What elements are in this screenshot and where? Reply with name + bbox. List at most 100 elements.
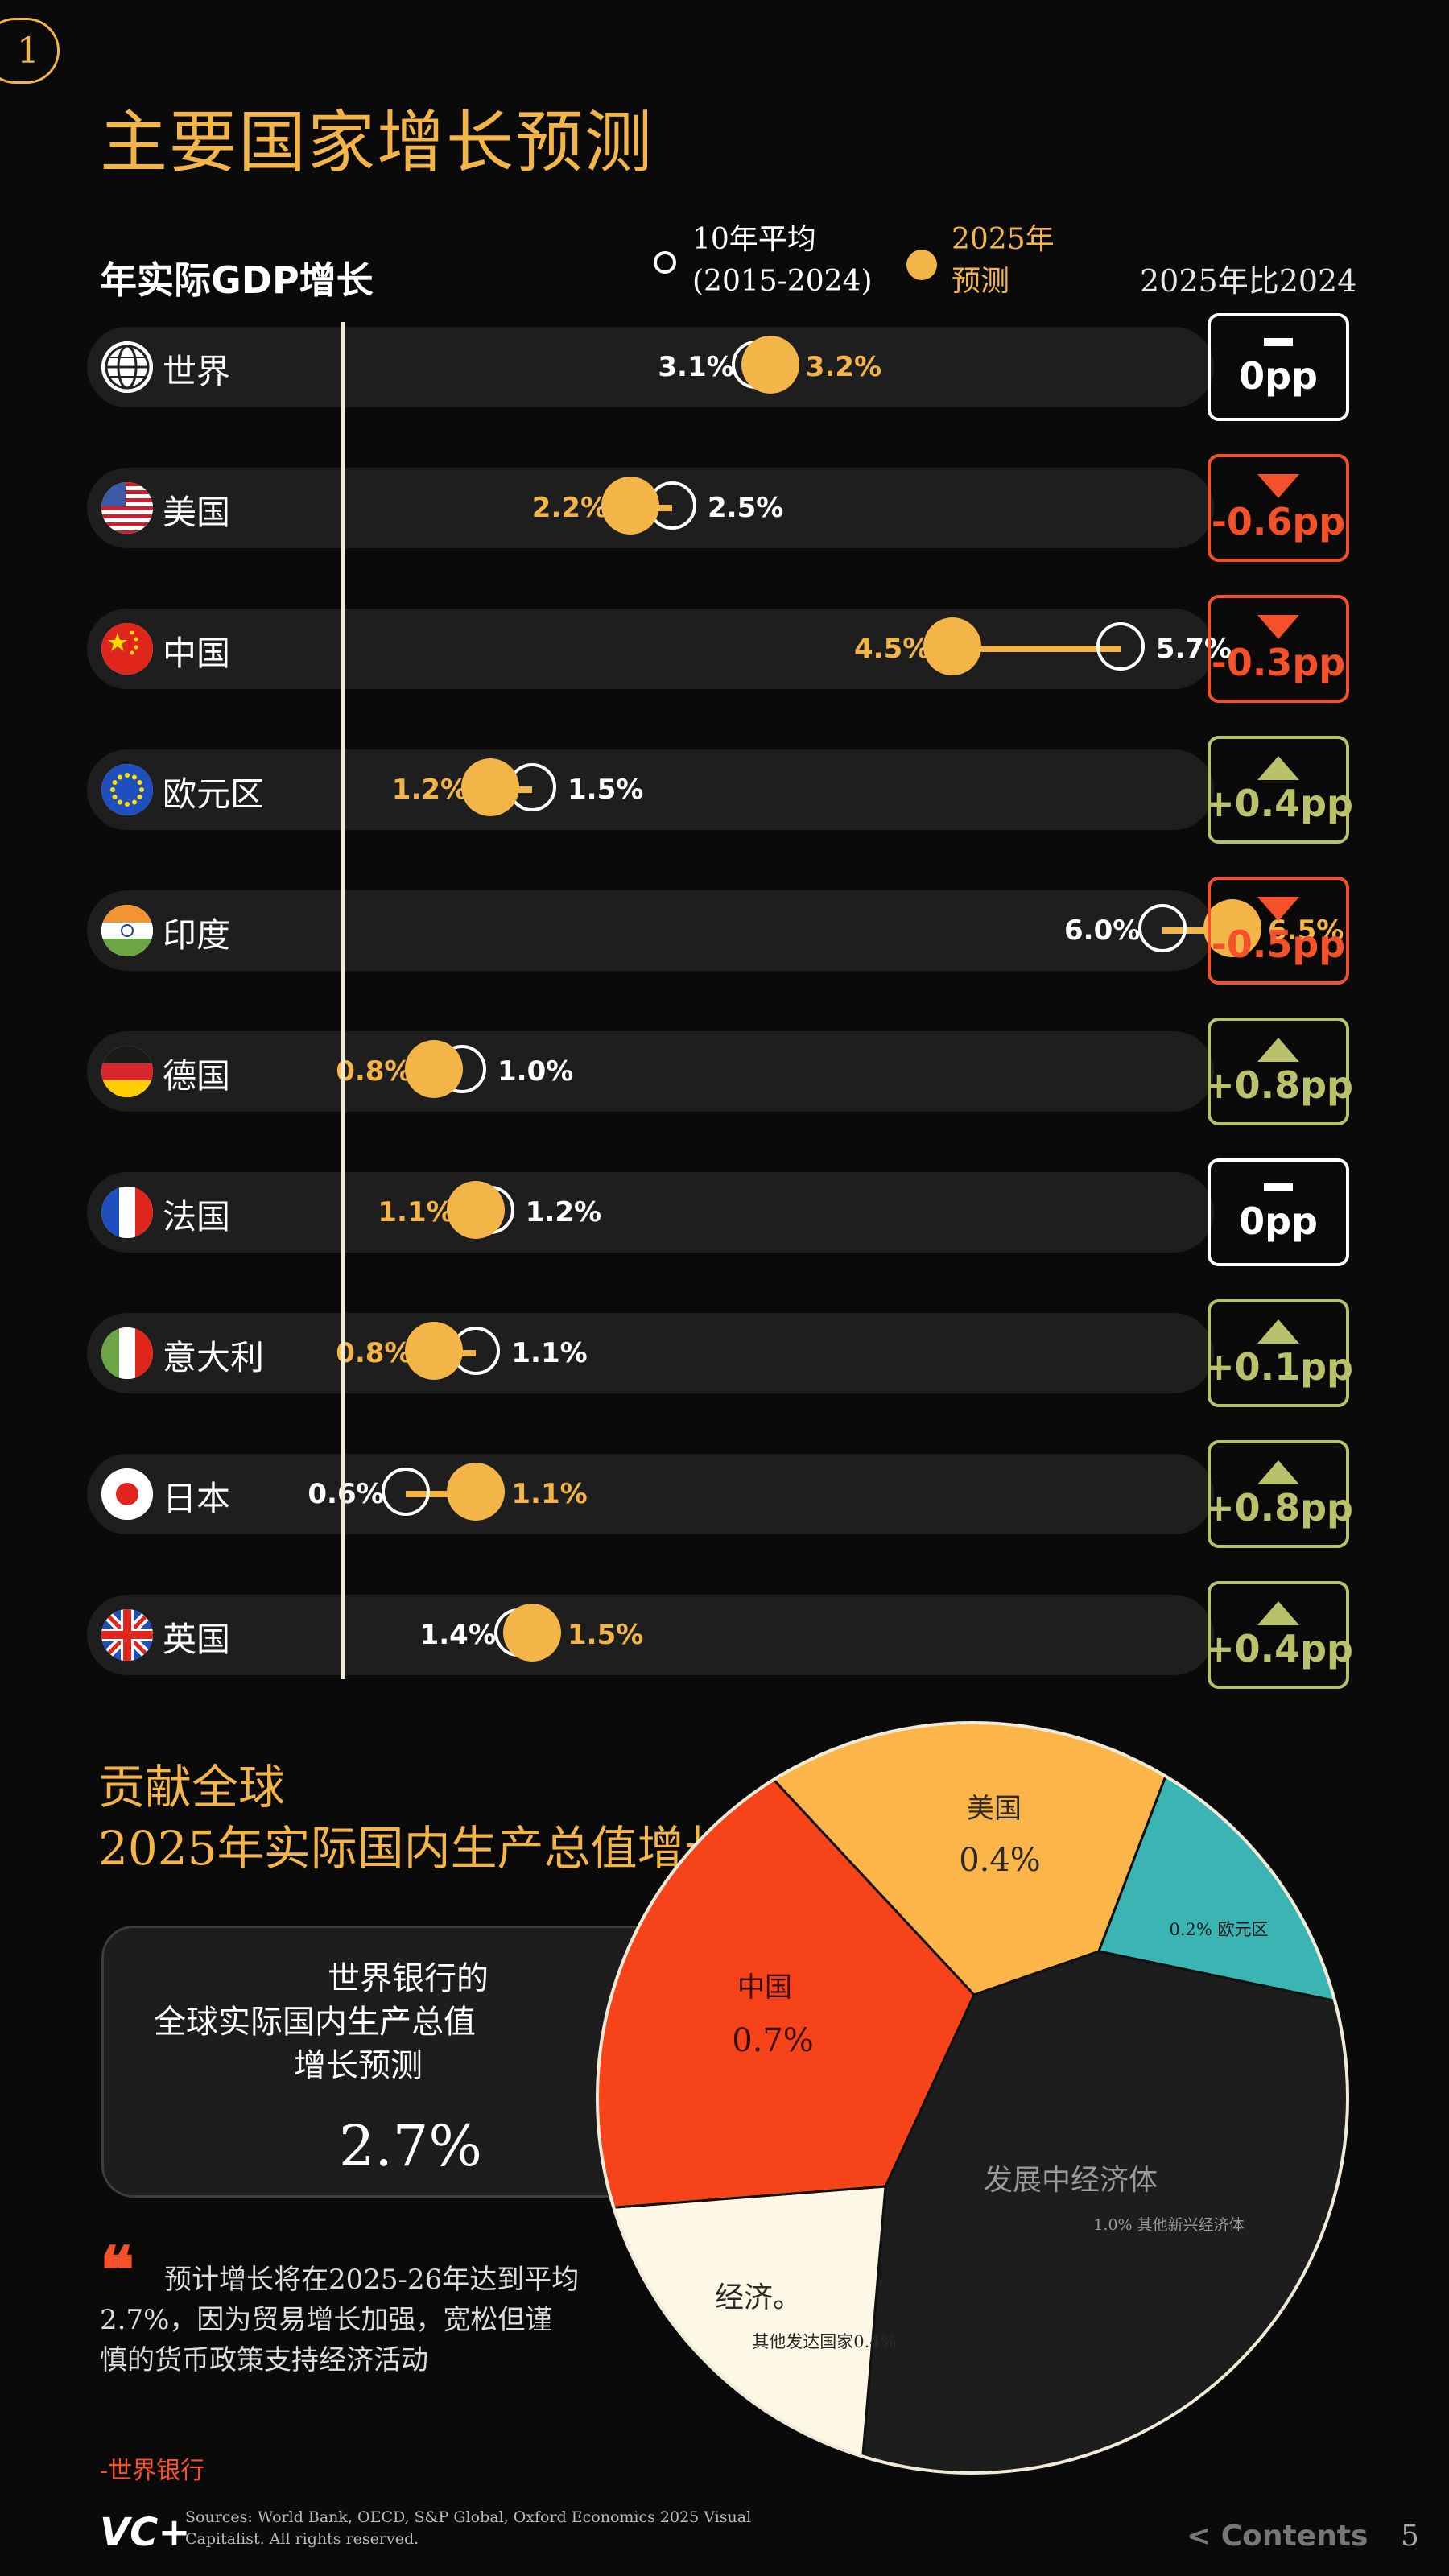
pie-value-eurozone: 0.2% 欧元区 (1169, 1920, 1268, 1939)
legend-forecast-marker (906, 250, 937, 280)
country-name: 意大利 (163, 1338, 265, 1377)
quote-icon: ❝ (100, 2232, 135, 2308)
change-badge: +0.1pp (1203, 1299, 1353, 1407)
dumbbell-connector (952, 646, 1121, 652)
wb-card-line2: 全球实际国内生产总值 (154, 2004, 476, 2041)
down-arrow-icon (1257, 615, 1299, 639)
legend-average-marker (654, 251, 676, 274)
wb-card-line3: 增长预测 (294, 2047, 423, 2084)
average-value-label: 1.0% (497, 1055, 574, 1088)
forecast-marker (741, 336, 799, 394)
change-badge: +0.4pp (1203, 1581, 1353, 1689)
country-row: 德国 0.8% 1.0% (87, 1031, 1214, 1112)
forecast-value-label: 1.1% (378, 1196, 454, 1228)
country-row: 日本 0.6% 1.1% (87, 1454, 1214, 1534)
footer-sources-line2: Capitalist. All rights reserved. (185, 2530, 419, 2548)
forecast-marker (405, 1040, 464, 1098)
us-flag-icon (101, 482, 153, 534)
forecast-marker (923, 617, 981, 675)
row-track (87, 1313, 1214, 1393)
legend-average-line1: 10年平均 (692, 223, 816, 256)
country-row: 意大利 0.8% 1.1% (87, 1313, 1214, 1393)
quote-line2: 2.7%，因为贸易增长加强，宽松但谨 (100, 2304, 553, 2336)
up-arrow-icon (1257, 1460, 1299, 1484)
china-flag-icon (101, 623, 153, 675)
pie-value-usa: 0.4% (959, 1842, 1041, 1879)
forecast-marker (1203, 899, 1261, 957)
change-badge: 0pp (1208, 1158, 1349, 1266)
average-value-label: 1.4% (419, 1619, 496, 1651)
down-arrow-icon (1257, 897, 1299, 921)
country-name: 日本 (163, 1479, 231, 1518)
row-track (87, 1031, 1214, 1112)
forecast-value-label: 0.8% (336, 1055, 412, 1088)
forecast-value-label: 1.5% (568, 1619, 644, 1651)
country-name: 印度 (163, 915, 231, 955)
footer-sources: Sources: World Bank, OECD, S&P Global, O… (185, 2507, 751, 2550)
up-arrow-icon (1257, 1601, 1299, 1625)
country-name: 世界 (163, 352, 231, 391)
forecast-value-label: 1.2% (391, 774, 469, 806)
quote-line1: 预计增长将在2025-26年达到平均 (164, 2264, 580, 2296)
country-row: 中国 4.5% 5.7% (87, 609, 1232, 689)
forecast-value-label: 2.2% (531, 492, 609, 524)
dumbbell-connector (406, 1491, 477, 1497)
average-value-label: 3.1% (658, 351, 734, 383)
average-value-label: 1.2% (525, 1196, 602, 1228)
change-badge: -0.6pp (1208, 454, 1349, 562)
footer-sources-line1: Sources: World Bank, OECD, S&P Global, O… (185, 2508, 752, 2526)
change-value: -0.5pp (1211, 923, 1346, 966)
france-flag-icon (101, 1187, 153, 1238)
italy-flag-icon (101, 1327, 153, 1379)
down-arrow-icon (1257, 474, 1299, 498)
country-name: 中国 (163, 634, 231, 673)
row-track (87, 1454, 1214, 1534)
country-name: 法国 (163, 1197, 231, 1236)
row-track (87, 1595, 1214, 1675)
forecast-marker (405, 1322, 464, 1380)
eu-flag-icon (101, 764, 153, 815)
change-value: +0.8pp (1203, 1486, 1353, 1530)
pie-label-other_advanced: 经济。 (715, 2281, 802, 2314)
pie-label-usa: 美国 (967, 1793, 1022, 1825)
average-value-label: 2.5% (708, 492, 784, 524)
change-value: +0.4pp (1203, 1627, 1353, 1670)
row-track (87, 327, 1214, 407)
legend-forecast-line2: 预测 (952, 265, 1010, 298)
change-badge: +0.4pp (1203, 736, 1353, 844)
change-badge: -0.3pp (1208, 595, 1349, 703)
brand-logo: VC+ (100, 2510, 191, 2555)
japan-flag-icon (101, 1468, 153, 1520)
pie-label-developing: 发展中经济体 (984, 2164, 1158, 2197)
forecast-value-label: 1.1% (511, 1478, 588, 1510)
country-name: 欧元区 (163, 774, 265, 814)
change-badge: 0pp (1208, 313, 1349, 421)
change-badge: +0.8pp (1203, 1440, 1353, 1548)
average-value-label: 0.6% (308, 1478, 384, 1510)
country-row: 印度 6.0% 6.5% (87, 890, 1344, 971)
legend-forecast-line1: 2025年 (952, 223, 1055, 256)
yoy-column-header: 2025年比2024 (1140, 263, 1357, 299)
pie-value-china: 0.7% (732, 2022, 814, 2059)
legend-forecast-label: 2025年 预测 (952, 219, 1055, 303)
change-value: 0pp (1239, 354, 1318, 398)
change-value: 0pp (1239, 1199, 1318, 1243)
pie-slice-other_advanced (612, 2185, 887, 2458)
page-title: 主要国家增长预测 (100, 103, 654, 182)
contents-link[interactable]: < Contents (1187, 2520, 1368, 2553)
forecast-value-label: 3.2% (805, 351, 882, 383)
pie-value-other_advanced: 其他发达国家0.4% (752, 2332, 896, 2351)
forecast-marker (447, 1181, 506, 1239)
forecast-marker (447, 1463, 506, 1521)
country-row: 世界 3.1% 3.2% (87, 327, 1214, 407)
average-marker (382, 1468, 431, 1516)
quote-source: -世界银行 (100, 2457, 205, 2485)
country-row: 美国 2.2% 2.5% (87, 468, 1214, 548)
india-flag-icon (101, 905, 153, 956)
change-value: -0.6pp (1211, 500, 1346, 543)
up-arrow-icon (1257, 1038, 1299, 1062)
reference-line (341, 322, 345, 1679)
country-row: 法国 1.1% 1.2% (87, 1172, 1214, 1253)
no-change-icon (1264, 1183, 1293, 1191)
